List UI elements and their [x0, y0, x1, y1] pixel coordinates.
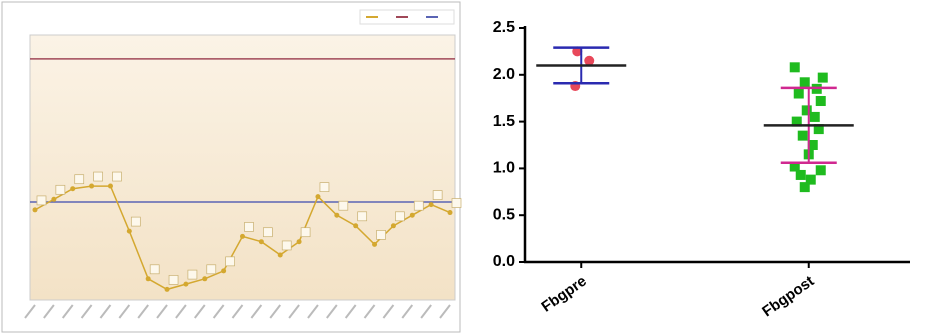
label-box: [55, 184, 66, 195]
data-point: [789, 161, 800, 172]
label-box: [112, 171, 122, 182]
label-box: [187, 269, 198, 280]
data-point: [277, 252, 283, 258]
x-tick: [231, 304, 244, 319]
x-tick: [250, 304, 263, 319]
x-tick: [344, 304, 357, 319]
data-point: [107, 183, 113, 189]
label-box: [130, 216, 141, 227]
data-point: [315, 194, 321, 200]
data-point: [805, 174, 816, 185]
label-box: [74, 174, 85, 185]
label-box: [338, 200, 349, 211]
line-chart: [24, 58, 462, 319]
data-point: [51, 196, 57, 202]
data-point: [789, 62, 800, 73]
data-point: [240, 233, 245, 239]
data-point: [221, 268, 227, 274]
data-point: [793, 88, 804, 99]
label-box: [413, 200, 424, 211]
data-point: [813, 124, 824, 135]
x-tick-label: Fbgpost: [759, 273, 817, 321]
data-point: [799, 77, 810, 88]
data-point: [815, 165, 826, 176]
data-point: [334, 212, 340, 218]
label-box: [300, 227, 311, 238]
data-point: [202, 276, 208, 282]
y-tick-label: 1.0: [493, 160, 515, 177]
data-point: [801, 105, 812, 116]
label-box: [206, 264, 217, 275]
x-tick: [156, 304, 168, 319]
data-point: [797, 130, 808, 141]
x-tick: [118, 304, 131, 319]
x-tick: [382, 304, 395, 319]
label-box: [357, 211, 368, 222]
data-point: [70, 186, 76, 192]
x-tick-label: Fbgpre: [538, 273, 589, 316]
x-tick: [137, 304, 149, 319]
x-tick: [80, 304, 93, 319]
label-box: [319, 182, 330, 192]
x-tick: [439, 304, 451, 319]
y-tick-label: 0.0: [493, 253, 515, 270]
data-point: [447, 210, 453, 216]
label-box: [244, 222, 254, 232]
data-point: [390, 223, 396, 229]
y-tick-label: 2.0: [493, 66, 515, 83]
y-tick-label: 0.5: [493, 206, 515, 223]
data-point: [807, 140, 818, 150]
x-tick: [99, 304, 112, 319]
data-point: [89, 183, 95, 189]
y-tick-label: 2.5: [493, 19, 515, 36]
label-box: [432, 190, 443, 200]
label-box: [263, 227, 273, 238]
data-point: [258, 239, 264, 245]
label-box: [168, 275, 179, 285]
data-point: [799, 182, 810, 193]
data-point: [817, 72, 828, 83]
label-box: [281, 240, 292, 251]
label-box: [395, 211, 405, 222]
label-box: [451, 198, 462, 208]
data-point: [145, 276, 151, 282]
data-point: [126, 228, 132, 234]
data-point: [372, 241, 378, 247]
data-point: [791, 116, 802, 127]
x-tick: [363, 304, 376, 319]
y-tick-label: 1.5: [493, 113, 515, 130]
plot-area: [29, 34, 456, 301]
x-tick: [420, 304, 432, 319]
data-point: [815, 96, 826, 107]
data-point: [584, 55, 595, 66]
x-tick: [269, 304, 282, 319]
x-tick: [61, 304, 74, 319]
data-point: [296, 239, 302, 245]
data-point: [795, 169, 806, 180]
data-point: [428, 202, 434, 208]
x-tick: [288, 304, 300, 319]
data-point: [164, 286, 170, 292]
x-tick: [175, 304, 187, 319]
label-box: [36, 195, 47, 206]
data-point: [32, 207, 38, 213]
data-point: [353, 223, 359, 229]
label-box: [149, 264, 160, 275]
data-point: [183, 281, 189, 287]
x-tick: [326, 304, 338, 319]
x-tick: [401, 304, 414, 319]
x-tick: [43, 304, 55, 319]
label-box: [376, 230, 386, 240]
data-point: [809, 111, 820, 122]
x-tick: [212, 304, 225, 319]
x-tick: [193, 304, 206, 319]
label-box: [225, 256, 235, 267]
label-box: [93, 171, 103, 182]
data-point: [409, 212, 415, 218]
x-tick: [24, 304, 36, 319]
dot-chart: 0.0 0.5 1.0 1.5 2.0 2.5 Fbgpre Fbgpost: [493, 19, 910, 320]
x-tick: [307, 304, 319, 319]
